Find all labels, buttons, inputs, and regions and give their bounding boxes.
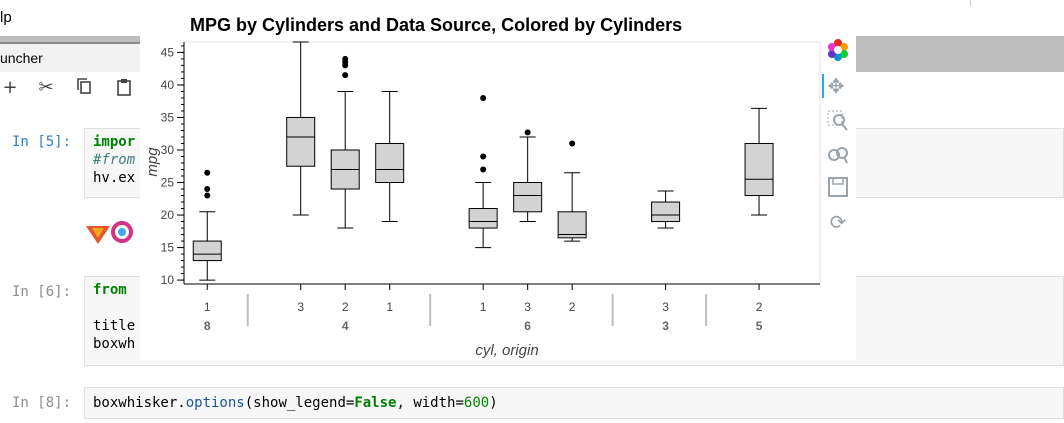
menu-help[interactable]: lp (0, 9, 12, 26)
x-axis-label: cyl, origin (475, 342, 538, 359)
save-icon[interactable] (826, 176, 850, 200)
box (286, 116, 316, 167)
copy-icon[interactable] (74, 78, 94, 98)
x-tick-label-cyl: 3 (662, 319, 669, 333)
code-line: #from (93, 152, 136, 168)
paste-icon[interactable] (114, 78, 134, 98)
cell-prompt: In [8]: (12, 395, 72, 411)
outlier-point (524, 129, 531, 136)
code-token: options (185, 395, 245, 411)
reset-icon[interactable]: ⟳ (829, 210, 847, 234)
y-tick-label: 15 (161, 241, 175, 255)
x-tick-label-origin: 1 (386, 300, 393, 314)
box (557, 211, 587, 239)
plus-icon[interactable]: + (2, 77, 18, 98)
scissors-icon[interactable]: ✂ (38, 77, 54, 98)
x-tick-label-origin: 3 (662, 300, 669, 314)
code-token: ) (489, 395, 498, 411)
y-tick-label: 30 (161, 143, 175, 157)
x-tick-label-cyl: 6 (524, 319, 531, 333)
code-line: title (93, 318, 136, 334)
outlier-point (480, 94, 487, 101)
x-tick-label-origin: 3 (524, 300, 531, 314)
y-tick-label: 10 (161, 273, 175, 287)
tab-launcher[interactable]: uncher (0, 42, 140, 72)
outlier-point (342, 72, 349, 79)
cell-prompt: In [6]: (12, 284, 72, 300)
x-tick-label-origin: 1 (204, 300, 211, 314)
box-zoom-icon[interactable] (826, 110, 850, 134)
box (513, 182, 543, 213)
x-tick-label-cyl: 8 (204, 319, 211, 333)
menu-separator (970, 0, 971, 6)
cell-prompt: In [5]: (12, 134, 72, 150)
y-tick-label: 40 (161, 78, 175, 92)
code-token: False (354, 395, 397, 411)
y-tick-label: 20 (161, 208, 175, 222)
y-tick-label: 25 (161, 176, 175, 190)
code-token: 600 (463, 395, 490, 411)
x-tick-label-origin: 2 (342, 300, 349, 314)
code-line: impor (93, 134, 136, 150)
outlier-point (204, 186, 211, 193)
x-tick-label-origin: 2 (569, 300, 576, 314)
box (468, 208, 498, 229)
x-tick-label-cyl: 5 (756, 319, 763, 333)
y-tick-label: 35 (161, 110, 175, 124)
x-tick-label-origin: 2 (756, 300, 763, 314)
outlier-point (204, 192, 211, 199)
x-tick-label-cyl: 4 (342, 319, 349, 333)
code-cell: In [8]: boxwhisker.options(show_legend=F… (0, 387, 1064, 419)
plot-panel: MPG by Cylinders and Data Source, Colore… (140, 12, 856, 360)
box (744, 142, 774, 197)
outlier-point (204, 169, 211, 176)
outlier-point (569, 140, 576, 147)
outlier-point (480, 153, 487, 160)
code-line: boxwh (93, 336, 136, 352)
y-axis-label: mpg (144, 147, 161, 177)
box (651, 201, 681, 223)
code-token: boxwhisker. (93, 395, 186, 411)
code-line: hv.ex (93, 170, 136, 186)
outlier-point (342, 55, 349, 62)
plot-frame (183, 41, 821, 285)
chart-title: MPG by Cylinders and Data Source, Colore… (190, 15, 683, 35)
pan-icon[interactable]: ✥ (822, 74, 848, 98)
plot-toolbar: ✥ ⟳ (820, 38, 856, 258)
y-tick-label: 45 (161, 45, 175, 59)
code-token: , width= (396, 395, 464, 411)
code-line: from (93, 282, 127, 298)
code-token: (show_legend= (244, 395, 355, 411)
bokeh-logo-icon (826, 38, 850, 62)
tab-label: uncher (0, 50, 43, 66)
holoviews-logo-icon (86, 221, 133, 244)
box (375, 142, 405, 184)
outlier-point (480, 166, 487, 173)
cell-editor[interactable]: boxwhisker.options(show_legend=False, wi… (84, 387, 1064, 419)
x-tick-label-origin: 3 (297, 300, 304, 314)
x-tick-label-origin: 1 (480, 300, 487, 314)
box (192, 240, 222, 262)
wheel-zoom-icon[interactable] (826, 144, 850, 168)
